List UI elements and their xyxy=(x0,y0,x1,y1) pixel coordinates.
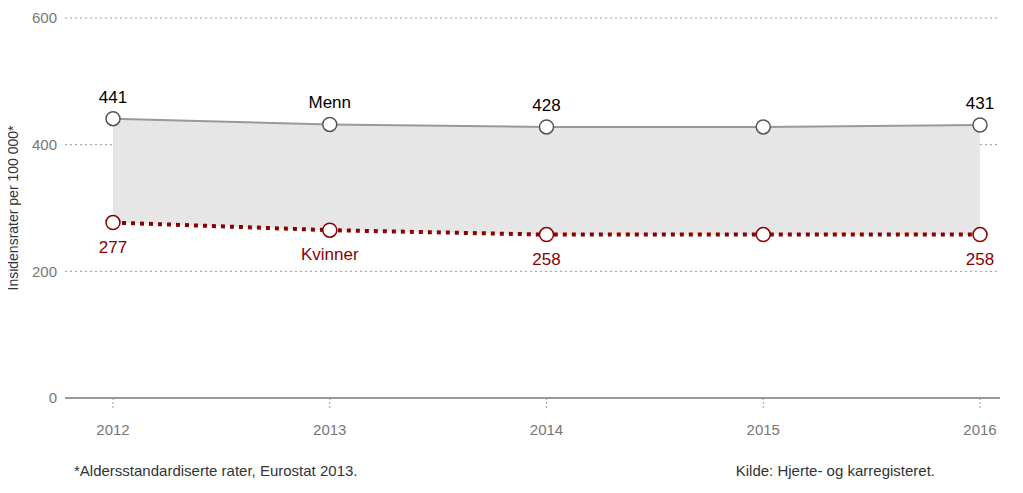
svg-text:2014: 2014 xyxy=(530,421,563,438)
svg-text:0: 0 xyxy=(49,389,57,406)
svg-text:277: 277 xyxy=(99,238,127,257)
svg-text:428: 428 xyxy=(532,96,560,115)
svg-text:Kvinner: Kvinner xyxy=(301,245,359,264)
svg-text:441: 441 xyxy=(99,88,127,107)
svg-text:431: 431 xyxy=(966,94,994,113)
svg-text:Menn: Menn xyxy=(308,93,351,112)
svg-text:2012: 2012 xyxy=(96,421,129,438)
svg-text:258: 258 xyxy=(966,250,994,269)
svg-text:400: 400 xyxy=(32,136,57,153)
svg-text:2015: 2015 xyxy=(747,421,780,438)
svg-text:258: 258 xyxy=(532,250,560,269)
svg-text:600: 600 xyxy=(32,9,57,26)
html-text:*Aldersstandardiserte rater, E: *Aldersstandardiserte rater, Eurostat 20… xyxy=(74,462,358,479)
svg-text:200: 200 xyxy=(32,263,57,280)
html-text:Kilde: Hjerte- og karregistere: Kilde: Hjerte- og karregisteret. xyxy=(735,462,935,479)
svg-text:2016: 2016 xyxy=(963,421,996,438)
svg-text:Insidensrater per 100 000*: Insidensrater per 100 000* xyxy=(8,125,21,291)
svg-text:2013: 2013 xyxy=(313,421,346,438)
